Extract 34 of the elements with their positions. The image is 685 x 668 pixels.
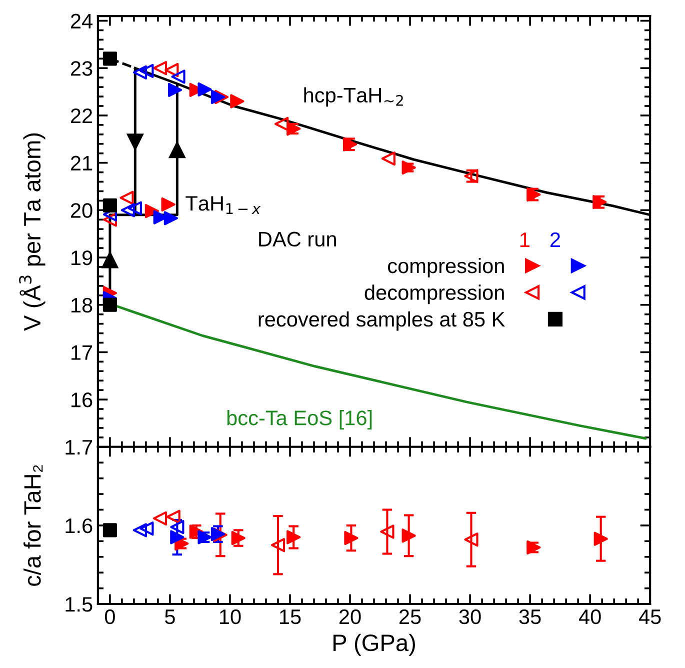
- series-label: bcc-Ta EoS [16]: [227, 410, 372, 430]
- series-label: TaH$_{1−x}$: [186, 196, 261, 214]
- x-axis-title: P (GPa): [334, 634, 415, 656]
- legend-title: DAC run: [259, 232, 336, 247]
- y-tick-label: 23: [70, 61, 92, 76]
- y-tick-label: 1.7: [66, 440, 92, 454]
- legend-label: compression: [388, 258, 504, 278]
- x-tick-label: 25: [399, 609, 421, 624]
- y-tick-label: 1.6: [66, 518, 92, 534]
- x-tick-label: 40: [578, 609, 601, 624]
- x-tick-label: 30: [459, 609, 481, 624]
- x-tick-label: 10: [220, 609, 241, 624]
- legend-label: decompression: [364, 284, 504, 304]
- y-tick-label: 24: [70, 14, 92, 28]
- x-tick-label: 0: [104, 609, 115, 624]
- legend-label: recovered samples at 85 K: [258, 311, 505, 331]
- x-tick-label: 15: [280, 610, 301, 624]
- y-tick-label: 17: [72, 345, 92, 360]
- y-tick-label: 20: [70, 203, 92, 218]
- series-label: hcp-TaH$_{∼2}$: [304, 87, 403, 107]
- x-tick-label: 5: [165, 610, 175, 624]
- x-tick-label: 45: [638, 610, 661, 624]
- y-tick-label: 21: [70, 156, 92, 170]
- y-axis-title: V (Å$^{3}$ per Ta atom): [19, 133, 46, 331]
- x-tick-label: 35: [519, 609, 541, 624]
- y-tick-label: 1.5: [66, 597, 92, 612]
- y-tick-label: 19: [72, 250, 92, 266]
- x-tick-label: 20: [339, 609, 361, 624]
- y-tick-label: 18: [72, 298, 92, 313]
- y-tick-label: 22: [70, 108, 92, 124]
- y-tick-label: 16: [72, 392, 92, 408]
- annotation: 2: [550, 232, 560, 247]
- y-axis-title: c/a for TaH₂: [23, 465, 43, 586]
- annotation: 1: [520, 232, 530, 247]
